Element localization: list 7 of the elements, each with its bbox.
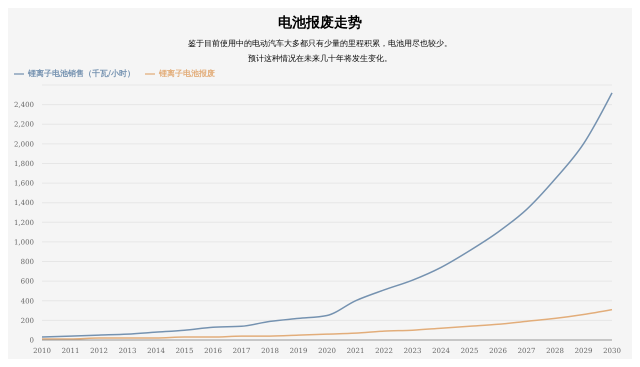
legend-label: 锂离子电池销售（千瓦/小时）: [28, 68, 135, 78]
chart-title: 电池报废走势: [277, 14, 363, 32]
line-series: [41, 92, 613, 338]
text: 预计这种情况在未来几十年将发生变化。: [247, 53, 393, 65]
legend-label: 锂离子电池报废: [158, 68, 215, 78]
line-series: [41, 308, 613, 340]
chart-subtitle: 鉴于目前使用中的电动汽车大多都只有少量的里程积累，电池用尽也较少。: [187, 38, 453, 50]
